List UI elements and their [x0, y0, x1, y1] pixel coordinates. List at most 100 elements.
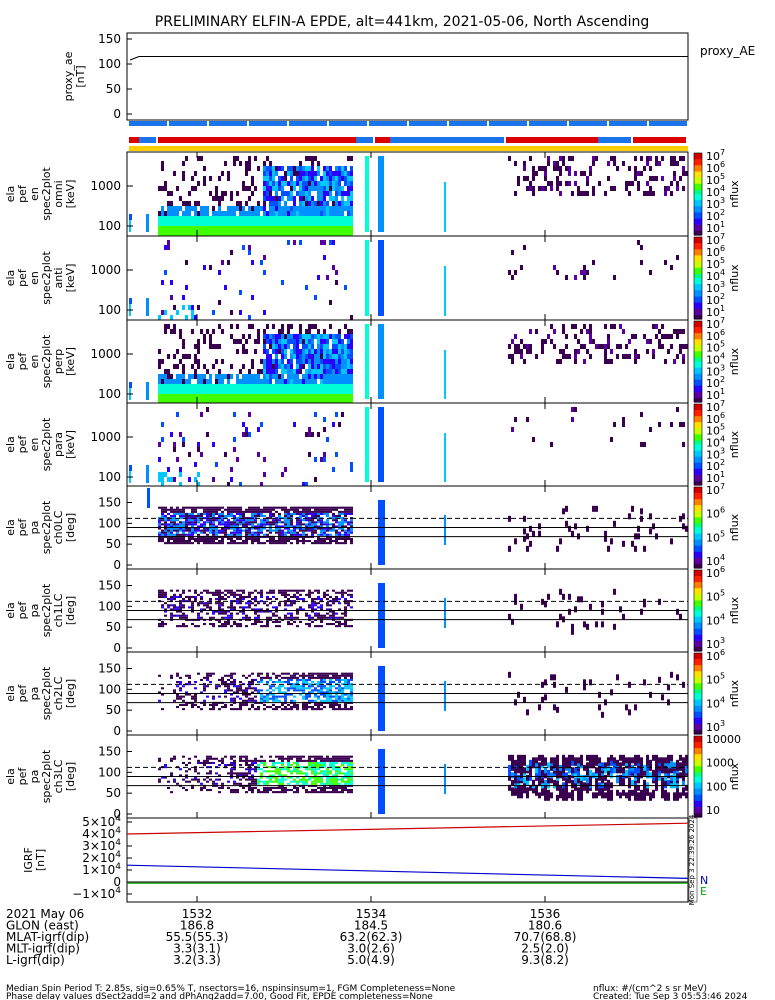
heatmap-cell [347, 364, 350, 369]
heatmap-cell [335, 515, 338, 518]
heatmap-cell [290, 623, 293, 626]
heatmap-cell [281, 339, 284, 344]
heatmap-cell [529, 156, 532, 161]
heatmap-cell [341, 533, 344, 536]
heatmap-cell [209, 623, 212, 626]
heatmap-cell [203, 521, 206, 524]
heatmap-cell [526, 779, 529, 786]
heatmap-cell [646, 181, 649, 186]
heatmap-cell [320, 181, 323, 186]
heatmap-cell [296, 595, 299, 598]
heatmap-cell [326, 437, 329, 442]
heatmap-cell [269, 602, 272, 605]
heatmap-cell [260, 389, 263, 394]
heatmap-cell [568, 608, 571, 615]
heatmap-cell [344, 612, 347, 615]
heatmap-cell [347, 757, 350, 760]
heatmap-cell [191, 695, 194, 698]
heatmap-cell [275, 768, 278, 771]
heatmap-cell [200, 678, 203, 681]
heatmap-cell [293, 221, 296, 226]
heatmap-cell [562, 349, 565, 354]
heatmap-cell [129, 298, 132, 304]
heatmap-cell [281, 374, 284, 379]
heatmap-cell [305, 339, 308, 344]
heatmap-cell [559, 191, 562, 196]
heatmap-cell [221, 523, 224, 526]
heatmap-cell [350, 691, 353, 694]
heatmap-cell [287, 529, 290, 532]
heatmap-cell [272, 681, 275, 684]
heatmap-cell [269, 334, 272, 339]
heatmap-cell [146, 298, 149, 316]
heatmap-cell [529, 759, 532, 766]
heatmap-cell [188, 206, 191, 211]
heatmap-cell [290, 687, 293, 690]
heatmap-cell [320, 537, 323, 540]
heatmap-cell [197, 778, 200, 781]
heatmap-cell [233, 437, 236, 442]
heatmap-cell [529, 186, 532, 191]
heatmap-cell [326, 672, 329, 675]
heatmap-cell [314, 359, 317, 364]
heatmap-cell [284, 515, 287, 518]
heatmap-cell [350, 595, 353, 598]
heatmap-cell [311, 344, 314, 349]
heatmap-cell [323, 529, 326, 532]
heatmap-cell [290, 369, 293, 374]
heatmap-cell [173, 512, 176, 515]
heatmap-cell [269, 759, 272, 762]
heatmap-cell [278, 625, 281, 628]
heatmap-cell [338, 691, 341, 694]
heatmap-cell [239, 399, 242, 403]
heatmap-cell [179, 216, 182, 221]
heatmap-cell [320, 506, 323, 509]
heatmap-cell [206, 379, 209, 384]
heatmap-cell [227, 515, 230, 518]
heatmap-cell [185, 789, 188, 792]
heatmap-cell [161, 687, 164, 690]
heatmap-cell [631, 505, 634, 512]
heatmap-cell [233, 608, 236, 611]
heatmap-cell [293, 512, 296, 515]
heatmap-cell [562, 354, 565, 359]
heatmap-cell [215, 519, 218, 522]
heatmap-cell [179, 359, 182, 364]
heatmap-cell [514, 334, 517, 339]
heatmap-cell [661, 156, 664, 161]
heatmap-cell [305, 708, 308, 711]
heatmap-cell [320, 226, 323, 231]
heatmap-cell [290, 339, 293, 344]
heatmap-cell [378, 407, 384, 482]
heatmap-cell [167, 540, 170, 543]
heatmap-cell [242, 759, 245, 762]
heatmap-cell [254, 782, 257, 785]
heatmap-cell [586, 329, 589, 334]
heatmap-cell [194, 399, 197, 403]
heatmap-cell [287, 527, 290, 530]
heatmap-cell [242, 774, 245, 777]
heatmap-cell [194, 697, 197, 700]
heatmap-cell [350, 695, 353, 698]
heatmap-cell [314, 672, 317, 675]
heatmap-cell [161, 533, 164, 536]
heatmap-cell [323, 540, 326, 543]
heatmap-cell [314, 506, 317, 509]
heatmap-cell [200, 412, 203, 417]
heatmap-cell [227, 389, 230, 394]
heatmap-cell [320, 334, 323, 339]
heatmap-cell [278, 616, 281, 619]
heatmap-cell [179, 604, 182, 607]
heatmap-cell [173, 778, 176, 781]
heatmap-cell [188, 531, 191, 534]
heatmap-cell [347, 329, 350, 334]
heatmap-cell [206, 533, 209, 536]
heatmap-cell [284, 211, 287, 216]
heatmap-cell [188, 515, 191, 518]
heatmap-cell [236, 231, 239, 236]
heatmap-cell [215, 687, 218, 690]
heatmap-cell [341, 791, 344, 794]
heatmap-cell [170, 608, 173, 611]
heatmap-cell [254, 394, 257, 399]
y-tick-label: 150 [98, 579, 121, 593]
